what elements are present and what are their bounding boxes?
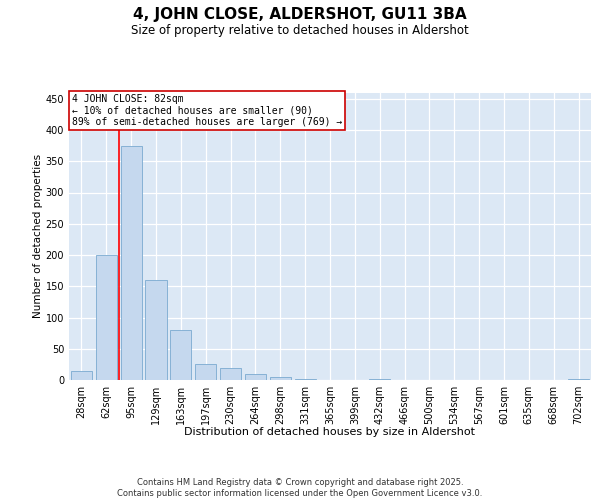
X-axis label: Distribution of detached houses by size in Aldershot: Distribution of detached houses by size …: [185, 427, 476, 437]
Bar: [121, 146, 142, 380]
Bar: [295, 379, 316, 380]
Bar: [145, 280, 167, 380]
Bar: [170, 330, 191, 380]
Text: 4, JOHN CLOSE, ALDERSHOT, GU11 3BA: 4, JOHN CLOSE, ALDERSHOT, GU11 3BA: [133, 8, 467, 22]
Bar: [96, 255, 117, 380]
Bar: [71, 370, 92, 380]
Bar: [220, 368, 241, 380]
Bar: [195, 364, 216, 380]
Text: 4 JOHN CLOSE: 82sqm
← 10% of detached houses are smaller (90)
89% of semi-detach: 4 JOHN CLOSE: 82sqm ← 10% of detached ho…: [71, 94, 342, 127]
Bar: [245, 374, 266, 380]
Text: Contains HM Land Registry data © Crown copyright and database right 2025.
Contai: Contains HM Land Registry data © Crown c…: [118, 478, 482, 498]
Bar: [270, 377, 291, 380]
Text: Size of property relative to detached houses in Aldershot: Size of property relative to detached ho…: [131, 24, 469, 37]
Y-axis label: Number of detached properties: Number of detached properties: [33, 154, 43, 318]
